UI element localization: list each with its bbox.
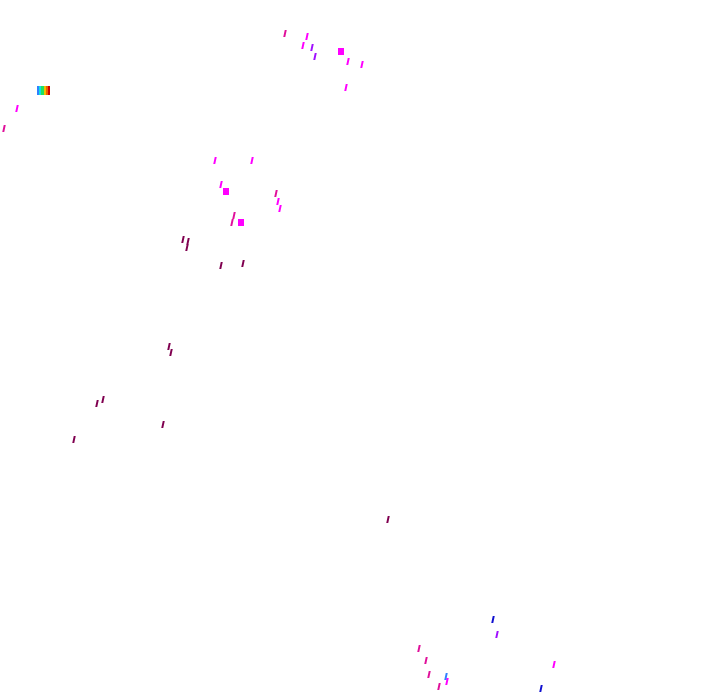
- stroke-mark: [424, 657, 428, 664]
- blob-mark: [338, 48, 344, 55]
- stroke-mark: [445, 678, 449, 685]
- stroke-mark: [169, 349, 173, 356]
- stroke-mark: [552, 661, 556, 668]
- stroke-mark: [313, 53, 317, 60]
- blob-mark: [223, 188, 229, 195]
- stroke-mark: [283, 30, 287, 37]
- stroke-mark: [276, 198, 280, 205]
- stroke-mark: [495, 631, 499, 638]
- stroke-mark: [417, 645, 421, 652]
- stroke-mark: [232, 212, 236, 219]
- stroke-mark: [344, 84, 348, 91]
- stroke-mark: [346, 58, 350, 65]
- stroke-mark: [95, 400, 99, 407]
- stroke-mark: [219, 262, 223, 269]
- stroke-mark: [301, 42, 305, 49]
- stroke-mark: [539, 685, 543, 692]
- stroke-mark: [310, 44, 314, 51]
- rainbow-stripe: [43, 86, 46, 95]
- stroke-mark: [213, 157, 217, 164]
- rainbow-stripe: [47, 86, 51, 95]
- stroke-mark: [491, 616, 495, 623]
- stroke-mark: [2, 125, 6, 132]
- stroke-mark: [219, 181, 223, 188]
- stroke-mark: [15, 105, 19, 112]
- stroke-mark: [161, 421, 165, 428]
- stroke-mark: [230, 219, 234, 226]
- stroke-mark: [427, 671, 431, 678]
- stroke-mark: [181, 236, 185, 243]
- stroke-mark: [250, 157, 254, 164]
- rainbow-mark: [37, 86, 51, 95]
- stroke-mark: [101, 396, 105, 403]
- stroke-mark: [185, 244, 189, 251]
- stroke-mark: [278, 205, 282, 212]
- stroke-mark: [274, 190, 278, 197]
- rainbow-stripe: [41, 86, 44, 95]
- rainbow-stripe: [39, 86, 42, 95]
- stroke-mark: [241, 260, 245, 267]
- stroke-mark: [305, 33, 309, 40]
- stroke-mark: [386, 516, 390, 523]
- rainbow-stripe: [45, 86, 48, 95]
- rainbow-stripe: [37, 86, 40, 95]
- blob-mark: [238, 219, 244, 226]
- stroke-mark: [72, 436, 76, 443]
- stroke-mark: [437, 683, 441, 690]
- stroke-mark: [360, 61, 364, 68]
